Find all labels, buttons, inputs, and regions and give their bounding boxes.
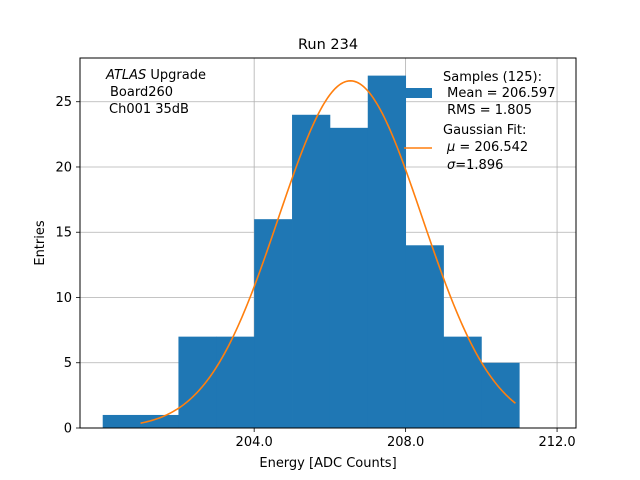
legend-samples-rms: RMS = 1.805 [443,103,532,118]
annotation-text: ATLAS Upgrade Board260 Ch001 35dB [105,68,206,117]
histogram-bars [102,75,520,428]
legend-fit-mu: μ = 206.542 [446,140,528,155]
y-axis-ticks: 0 5 10 15 20 25 [55,95,80,437]
histogram-bar-7 [367,75,407,428]
histogram-bar-4 [254,219,293,428]
y-axis-label: Entries [33,220,48,266]
y-tick-label-5: 25 [55,95,72,110]
annotation-line-1: ATLAS Upgrade [105,68,206,83]
legend-fit-mu-value: = 206.542 [455,140,528,155]
histogram-bar-1 [140,414,179,428]
gaussian-fit [140,80,516,424]
x-axis-label: Energy [ADC Counts] [259,456,396,471]
mu-symbol: μ [446,140,455,155]
x-axis-ticks: 204.0 208.0 212.0 [236,428,576,450]
histogram-bar-2 [178,336,217,428]
histogram-bar-3 [216,336,255,428]
annotation-line-2: Board260 [110,85,173,100]
legend-fit-sigma-value: =1.896 [455,158,503,173]
y-tick-label-4: 20 [55,160,72,175]
histogram-bar-5 [292,114,331,428]
x-tick-label-0: 204.0 [236,435,273,450]
y-tick-label-2: 10 [55,291,72,306]
sigma-symbol: σ [447,158,456,173]
plot-area: 204.0 208.0 212.0 0 5 10 15 20 25 [55,57,577,450]
legend-samples-mean: Mean = 206.597 [443,86,555,101]
y-tick-label-3: 15 [55,226,72,241]
gaussian-fit-curve [140,80,516,424]
annotation-atlas: ATLAS [105,68,146,83]
annotation-upgrade: Upgrade [146,68,206,83]
plot-frame [79,57,577,429]
x-tick-label-1: 208.0 [387,435,424,450]
histogram-bar-8 [405,245,444,428]
annotation-line-3: Ch001 35dB [109,102,189,117]
y-tick-label-1: 5 [64,356,72,371]
histogram-bar-0 [102,414,141,428]
legend-fit-title: Gaussian Fit: [443,123,526,138]
y-tick-label-0: 0 [64,422,72,437]
histogram-bar-9 [443,336,482,428]
chart-title: Run 234 [298,37,358,53]
legend: Samples (125): Mean = 206.597 RMS = 1.80… [404,70,555,173]
legend-samples-title: Samples (125): [443,70,542,85]
legend-histogram-swatch [404,88,432,98]
histogram-bar-6 [329,127,369,428]
x-tick-label-2: 212.0 [538,435,575,450]
legend-fit-sigma: σ=1.896 [447,158,503,173]
